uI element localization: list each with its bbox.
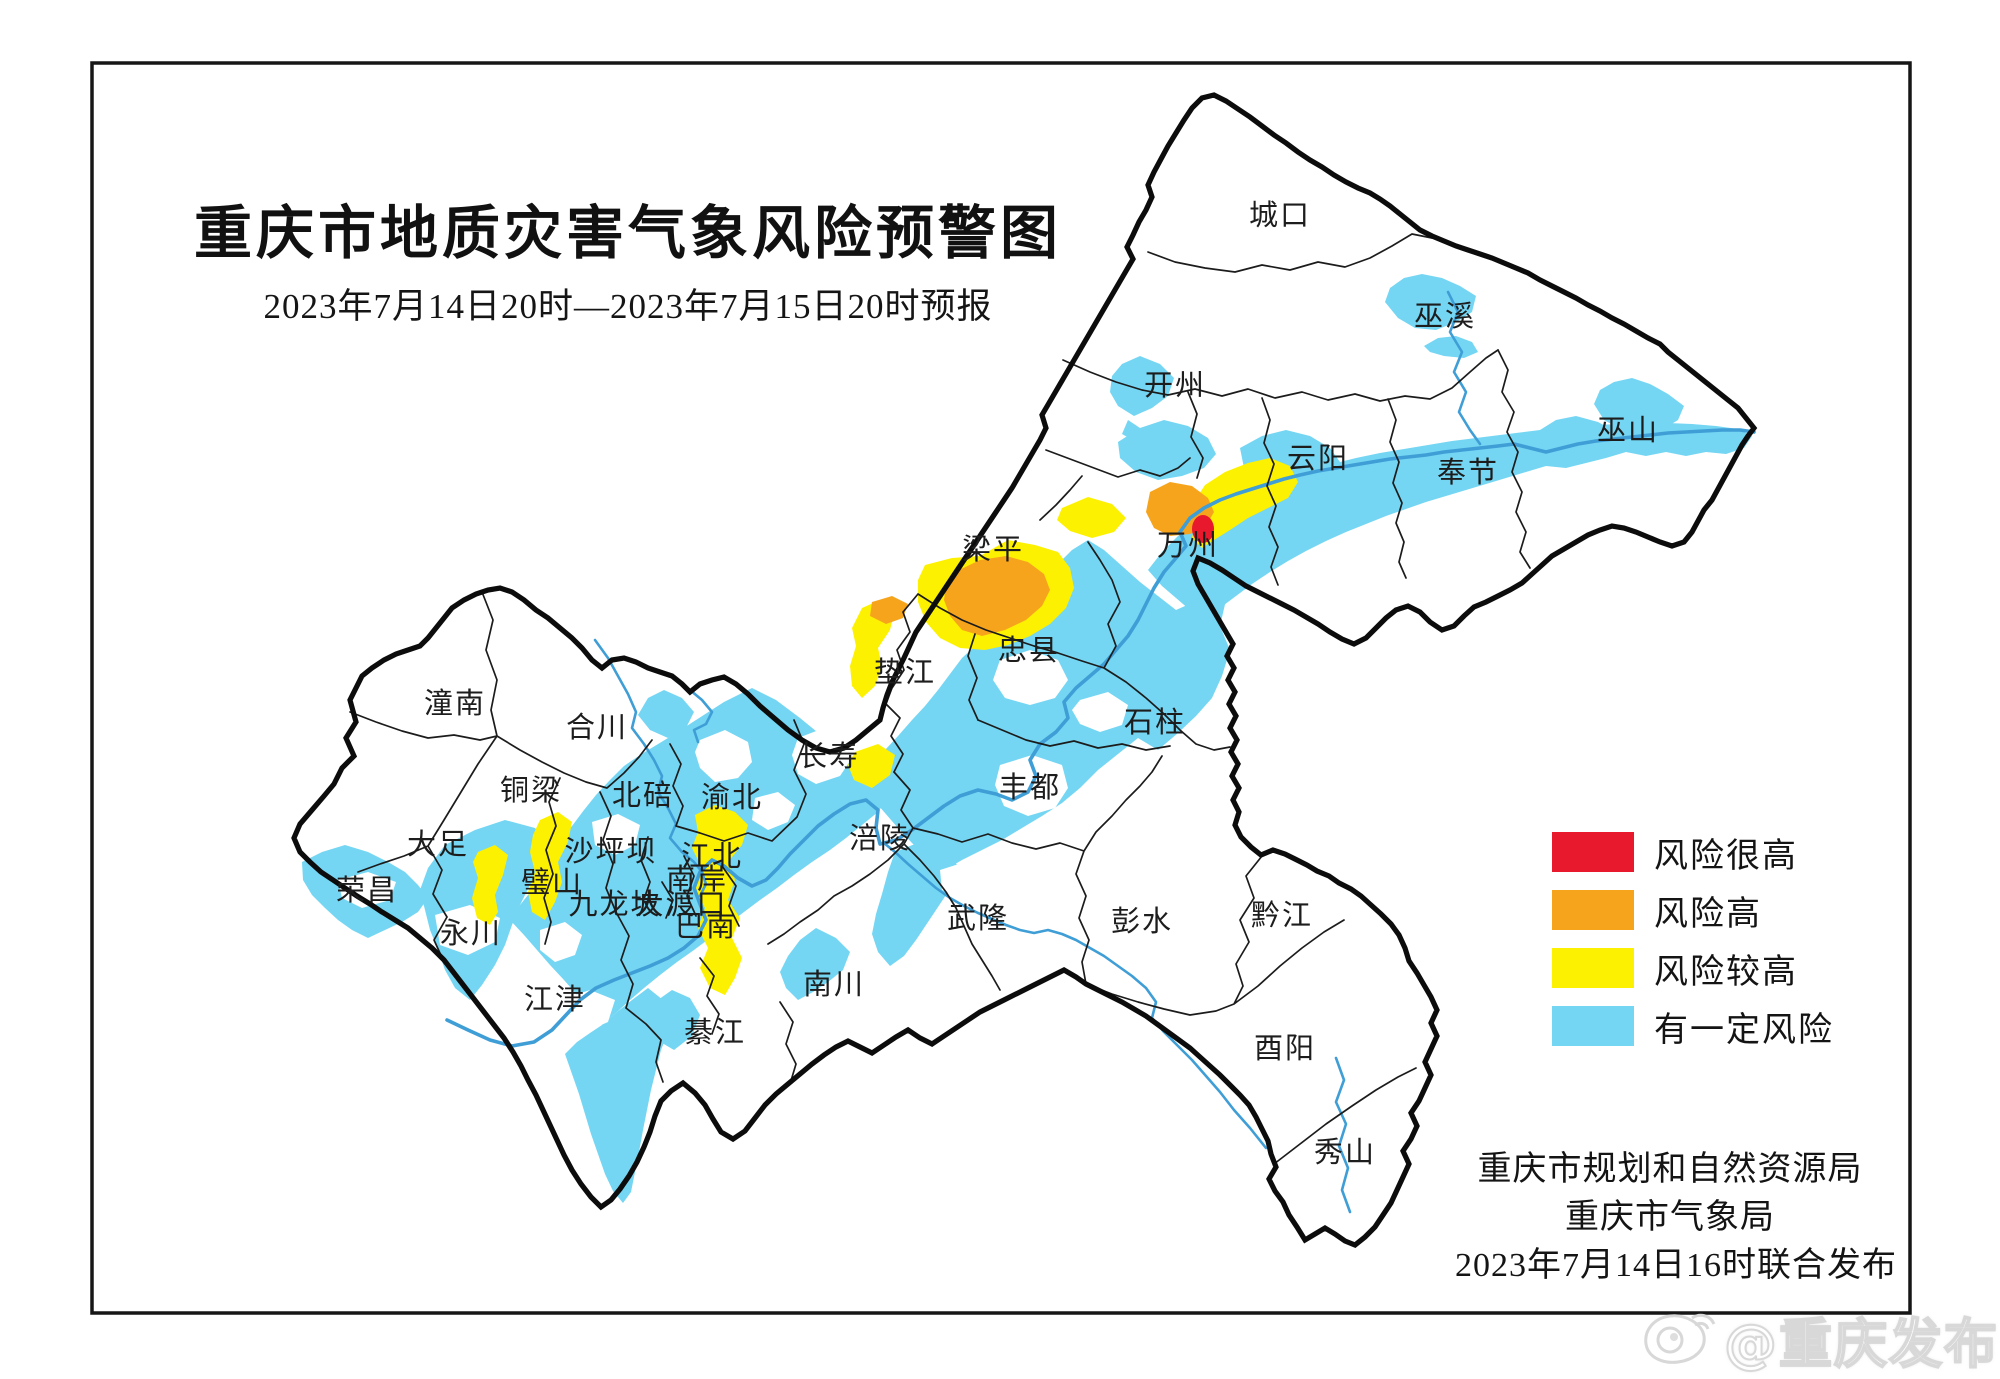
district-label: 大渡口 xyxy=(634,888,727,921)
weibo-icon xyxy=(1640,1308,1718,1373)
district-label: 江津 xyxy=(524,984,586,1016)
district-label: 城口 xyxy=(1249,199,1311,232)
municipal-boundary xyxy=(291,92,1758,1248)
legend-item: 有一定风险 xyxy=(1552,1006,1834,1049)
wujiang-river xyxy=(882,841,1268,1150)
district-label: 云阳 xyxy=(1287,443,1349,475)
district-label: 北碚 xyxy=(612,779,674,812)
legend-label: 风险较高 xyxy=(1654,953,1798,991)
legend-label: 有一定风险 xyxy=(1654,1011,1834,1049)
district-label: 巫山 xyxy=(1597,415,1659,447)
district-label: 奉节 xyxy=(1437,456,1499,489)
legend-swatch xyxy=(1552,832,1634,872)
district-label: 黔江 xyxy=(1251,899,1313,932)
forecast-period: 2023年7月14日20时—2023年7月15日20时预报 xyxy=(263,287,993,326)
legend-label: 风险很高 xyxy=(1654,837,1798,875)
district-label: 南川 xyxy=(803,968,865,1001)
district-label: 万州 xyxy=(1157,530,1219,562)
map-frame-border xyxy=(90,61,1912,1315)
district-label: 綦江 xyxy=(684,1016,746,1049)
district-label: 南岸 xyxy=(666,863,728,896)
risk-zone-high xyxy=(870,482,1214,636)
issuer-block: 重庆市规划和自然资源局 重庆市气象局 2023年7月14日16时联合发布 xyxy=(1455,1146,1897,1290)
legend-item: 风险很高 xyxy=(1552,832,1834,875)
district-label: 丰都 xyxy=(999,771,1061,804)
issuer-line-1: 重庆市规划和自然资源局 xyxy=(1477,1151,1863,1188)
legend-item: 风险高 xyxy=(1552,890,1834,933)
district-label: 忠县 xyxy=(998,635,1060,667)
river-lines xyxy=(445,290,1756,1214)
district-label: 彭水 xyxy=(1111,905,1173,938)
district-borders xyxy=(349,233,1531,1165)
risk-zone-very-high xyxy=(1192,515,1214,543)
page-title: 重庆市地质灾害气象风险预警图 xyxy=(193,201,1062,266)
district-label: 铜梁 xyxy=(500,774,562,807)
district-label: 永川 xyxy=(440,917,502,950)
district-label: 酉阳 xyxy=(1254,1033,1316,1065)
district-label: 渝北 xyxy=(701,781,763,814)
youshui-river xyxy=(1334,1056,1352,1214)
watermark-handle: @重庆发布 xyxy=(1723,1313,1999,1376)
district-label: 巫溪 xyxy=(1414,300,1476,333)
legend-item: 风险较高 xyxy=(1552,948,1834,991)
legend-swatch xyxy=(1552,1006,1634,1046)
issue-time: 2023年7月14日16时联合发布 xyxy=(1455,1247,1897,1284)
district-label: 秀山 xyxy=(1314,1136,1376,1169)
district-label: 巴南 xyxy=(675,910,737,943)
district-label: 合川 xyxy=(566,711,628,744)
legend-swatch xyxy=(1552,890,1634,930)
district-label: 荣昌 xyxy=(336,874,398,907)
daning-river xyxy=(1446,290,1482,446)
district-label: 垫江 xyxy=(874,656,936,689)
jialing-river xyxy=(593,638,708,898)
district-label: 开州 xyxy=(1144,370,1206,402)
yangtze-river xyxy=(445,428,1756,1048)
watermark: @重庆发布 xyxy=(1640,1302,1999,1378)
legend-label: 风险高 xyxy=(1654,895,1762,933)
issuer-line-2: 重庆市气象局 xyxy=(1565,1199,1775,1236)
district-label: 梁平 xyxy=(962,533,1024,566)
legend-swatch xyxy=(1552,948,1634,988)
district-label: 涪陵 xyxy=(849,822,911,855)
district-label: 石柱 xyxy=(1124,706,1186,739)
jialing-meander xyxy=(688,688,714,744)
district-label: 大足 xyxy=(407,828,469,861)
district-label: 潼南 xyxy=(424,687,486,720)
district-label: 九龙坡 xyxy=(568,888,661,921)
district-label: 璧山 xyxy=(521,866,583,899)
district-label: 沙坪坝 xyxy=(564,835,657,868)
risk-legend: 风险很高风险高风险较高有一定风险 xyxy=(1552,832,1834,1064)
district-label: 武隆 xyxy=(947,902,1009,935)
district-label: 江北 xyxy=(681,841,743,873)
district-label: 长寿 xyxy=(798,740,860,773)
